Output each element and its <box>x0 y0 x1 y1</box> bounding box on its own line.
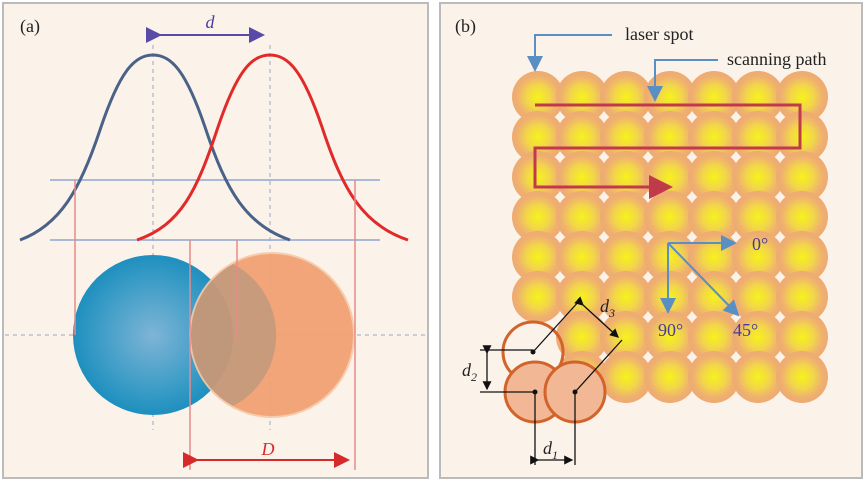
d-label: d <box>206 12 216 32</box>
panel-b: (b) laser spot scanning path 0° 90° 45° … <box>440 3 862 478</box>
angle-label: 90° <box>658 320 683 340</box>
spacing-sub: 2 <box>471 370 477 384</box>
panel-a: (a) d D <box>3 3 428 478</box>
panel-label: (a) <box>20 16 40 37</box>
center-dot <box>531 350 536 355</box>
spacing-sub: 1 <box>552 448 558 462</box>
figure: (a) d D <box>0 0 865 482</box>
spacing-sub: 3 <box>608 306 615 320</box>
laser-spot <box>776 351 828 403</box>
center-dot <box>573 390 578 395</box>
page: (a) d D <box>0 0 865 482</box>
angle-label: 0° <box>752 234 768 254</box>
angle-label: 45° <box>733 320 758 340</box>
laser-spot-label: laser spot <box>625 24 693 44</box>
D-label: D <box>261 439 275 459</box>
scanning-path-label: scanning path <box>727 49 826 69</box>
panel-label: (b) <box>455 16 476 37</box>
center-dot <box>533 390 538 395</box>
